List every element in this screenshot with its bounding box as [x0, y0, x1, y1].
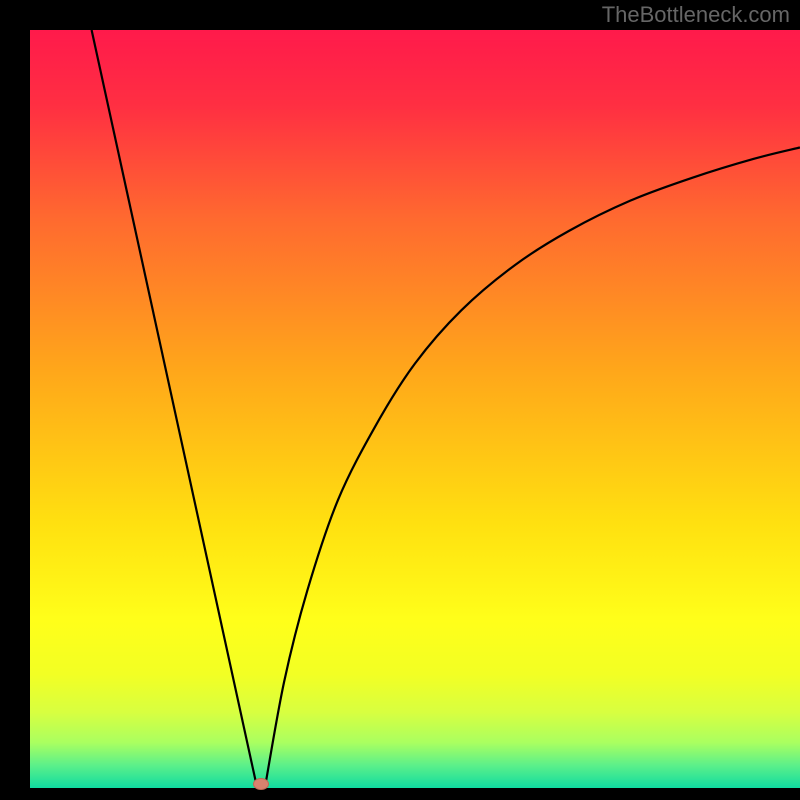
optimal-point-marker — [253, 778, 269, 790]
bottleneck-curve — [30, 30, 800, 788]
watermark-text: TheBottleneck.com — [602, 2, 790, 28]
curve-right-branch — [265, 147, 800, 788]
plot-area — [30, 30, 800, 788]
chart-root: TheBottleneck.com — [0, 0, 800, 800]
curve-left-branch — [92, 30, 258, 788]
